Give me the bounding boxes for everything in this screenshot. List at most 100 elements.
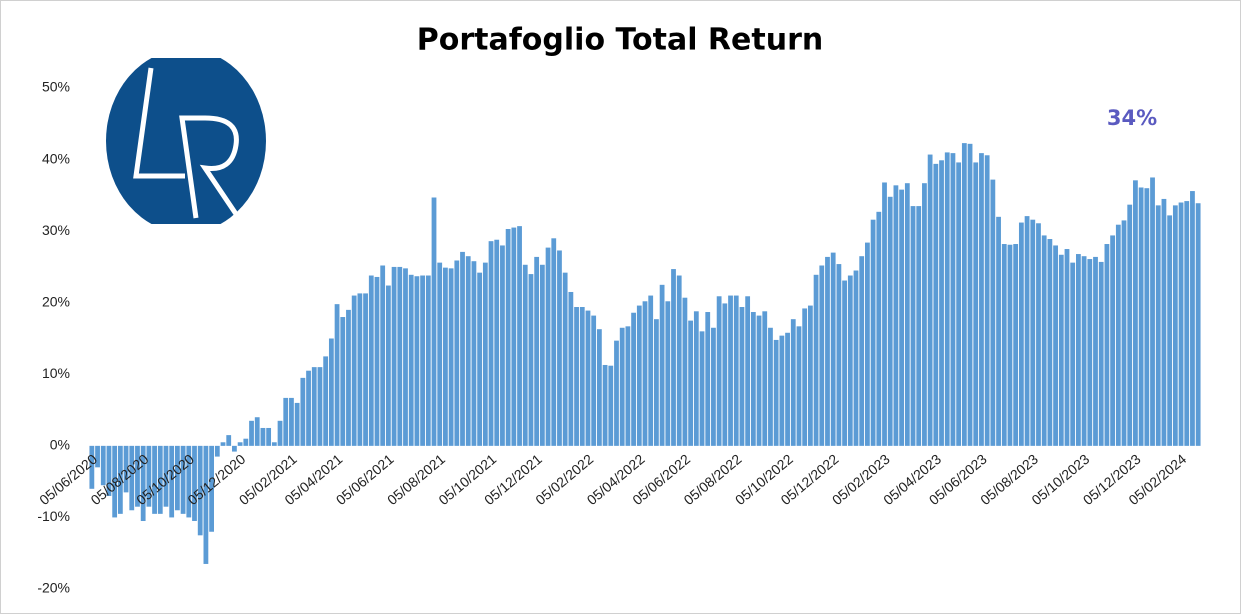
bar (944, 152, 950, 446)
bar (106, 445, 112, 496)
bar (973, 162, 979, 446)
bar (916, 206, 922, 446)
bar (1081, 256, 1087, 446)
bar (699, 331, 705, 446)
bar (659, 284, 665, 446)
bar (1115, 224, 1121, 446)
bar (1155, 205, 1161, 446)
bar (1133, 180, 1138, 446)
bar (1013, 244, 1019, 446)
bar (1041, 235, 1047, 446)
bar (1144, 188, 1150, 446)
bar (745, 296, 751, 446)
bar (642, 301, 648, 446)
bar (260, 427, 266, 446)
bar (1121, 220, 1127, 446)
bar (608, 365, 614, 446)
bar (89, 445, 95, 489)
y-tick-label: -10% (37, 508, 70, 524)
bar (1161, 198, 1167, 446)
bar (157, 445, 163, 514)
bar (688, 320, 694, 446)
bar (865, 242, 870, 446)
bar (306, 370, 311, 446)
bar (129, 445, 135, 511)
bar (482, 262, 488, 446)
y-tick-label: 40% (42, 150, 70, 166)
bar (363, 293, 368, 446)
bar (1001, 244, 1007, 446)
y-tick-label: -20% (37, 580, 70, 596)
bar (779, 335, 785, 446)
bar (454, 260, 460, 446)
bar (830, 252, 836, 446)
bar (340, 317, 346, 446)
bar (226, 435, 232, 446)
bar (351, 295, 357, 446)
bar (1138, 187, 1144, 446)
bar (539, 264, 545, 446)
bar (682, 297, 688, 446)
bar (1053, 245, 1058, 446)
bar (904, 183, 910, 446)
bar (562, 272, 568, 446)
bar (140, 445, 146, 522)
bar (984, 155, 990, 446)
bar (146, 445, 152, 507)
bar (1150, 177, 1155, 446)
bar (836, 264, 842, 446)
bar (796, 326, 802, 446)
bar (500, 245, 505, 446)
bar (174, 445, 180, 511)
bar (950, 153, 956, 446)
bar (654, 319, 659, 446)
bar (922, 183, 927, 446)
bar (152, 445, 157, 514)
bar (443, 267, 448, 446)
y-tick-label: 20% (42, 293, 70, 309)
bar (517, 226, 522, 446)
bar (1058, 254, 1064, 446)
bar (870, 219, 876, 446)
bar (648, 295, 654, 446)
bar (614, 340, 619, 446)
bar (1047, 239, 1053, 446)
bar (676, 275, 682, 446)
bar (671, 269, 676, 446)
annotation: 34% (1107, 106, 1157, 130)
bar (602, 364, 608, 446)
bar (408, 274, 414, 446)
y-tick-label: 10% (42, 365, 70, 381)
bar (802, 308, 808, 446)
bar (979, 153, 984, 446)
bar (511, 227, 517, 446)
bar (756, 315, 762, 446)
bar (893, 185, 899, 446)
bar (460, 251, 465, 446)
bar (625, 326, 631, 446)
bar (334, 304, 340, 446)
bar (887, 196, 893, 446)
bar (437, 262, 443, 446)
bar (203, 445, 209, 564)
bar (95, 445, 100, 468)
bar (368, 275, 374, 446)
bar (847, 275, 853, 446)
bar (927, 154, 933, 446)
bar (545, 247, 551, 446)
bar (300, 377, 306, 446)
bar (716, 296, 722, 446)
bar (163, 445, 169, 507)
bar (1064, 249, 1070, 446)
bar (636, 305, 642, 446)
bar (266, 427, 272, 446)
bar (180, 445, 186, 514)
bar (785, 332, 790, 446)
bar (328, 338, 334, 446)
bar (448, 268, 454, 446)
bar (391, 266, 397, 446)
bar (277, 420, 283, 446)
bar (317, 367, 323, 446)
bar (522, 264, 528, 446)
bar (842, 280, 847, 446)
